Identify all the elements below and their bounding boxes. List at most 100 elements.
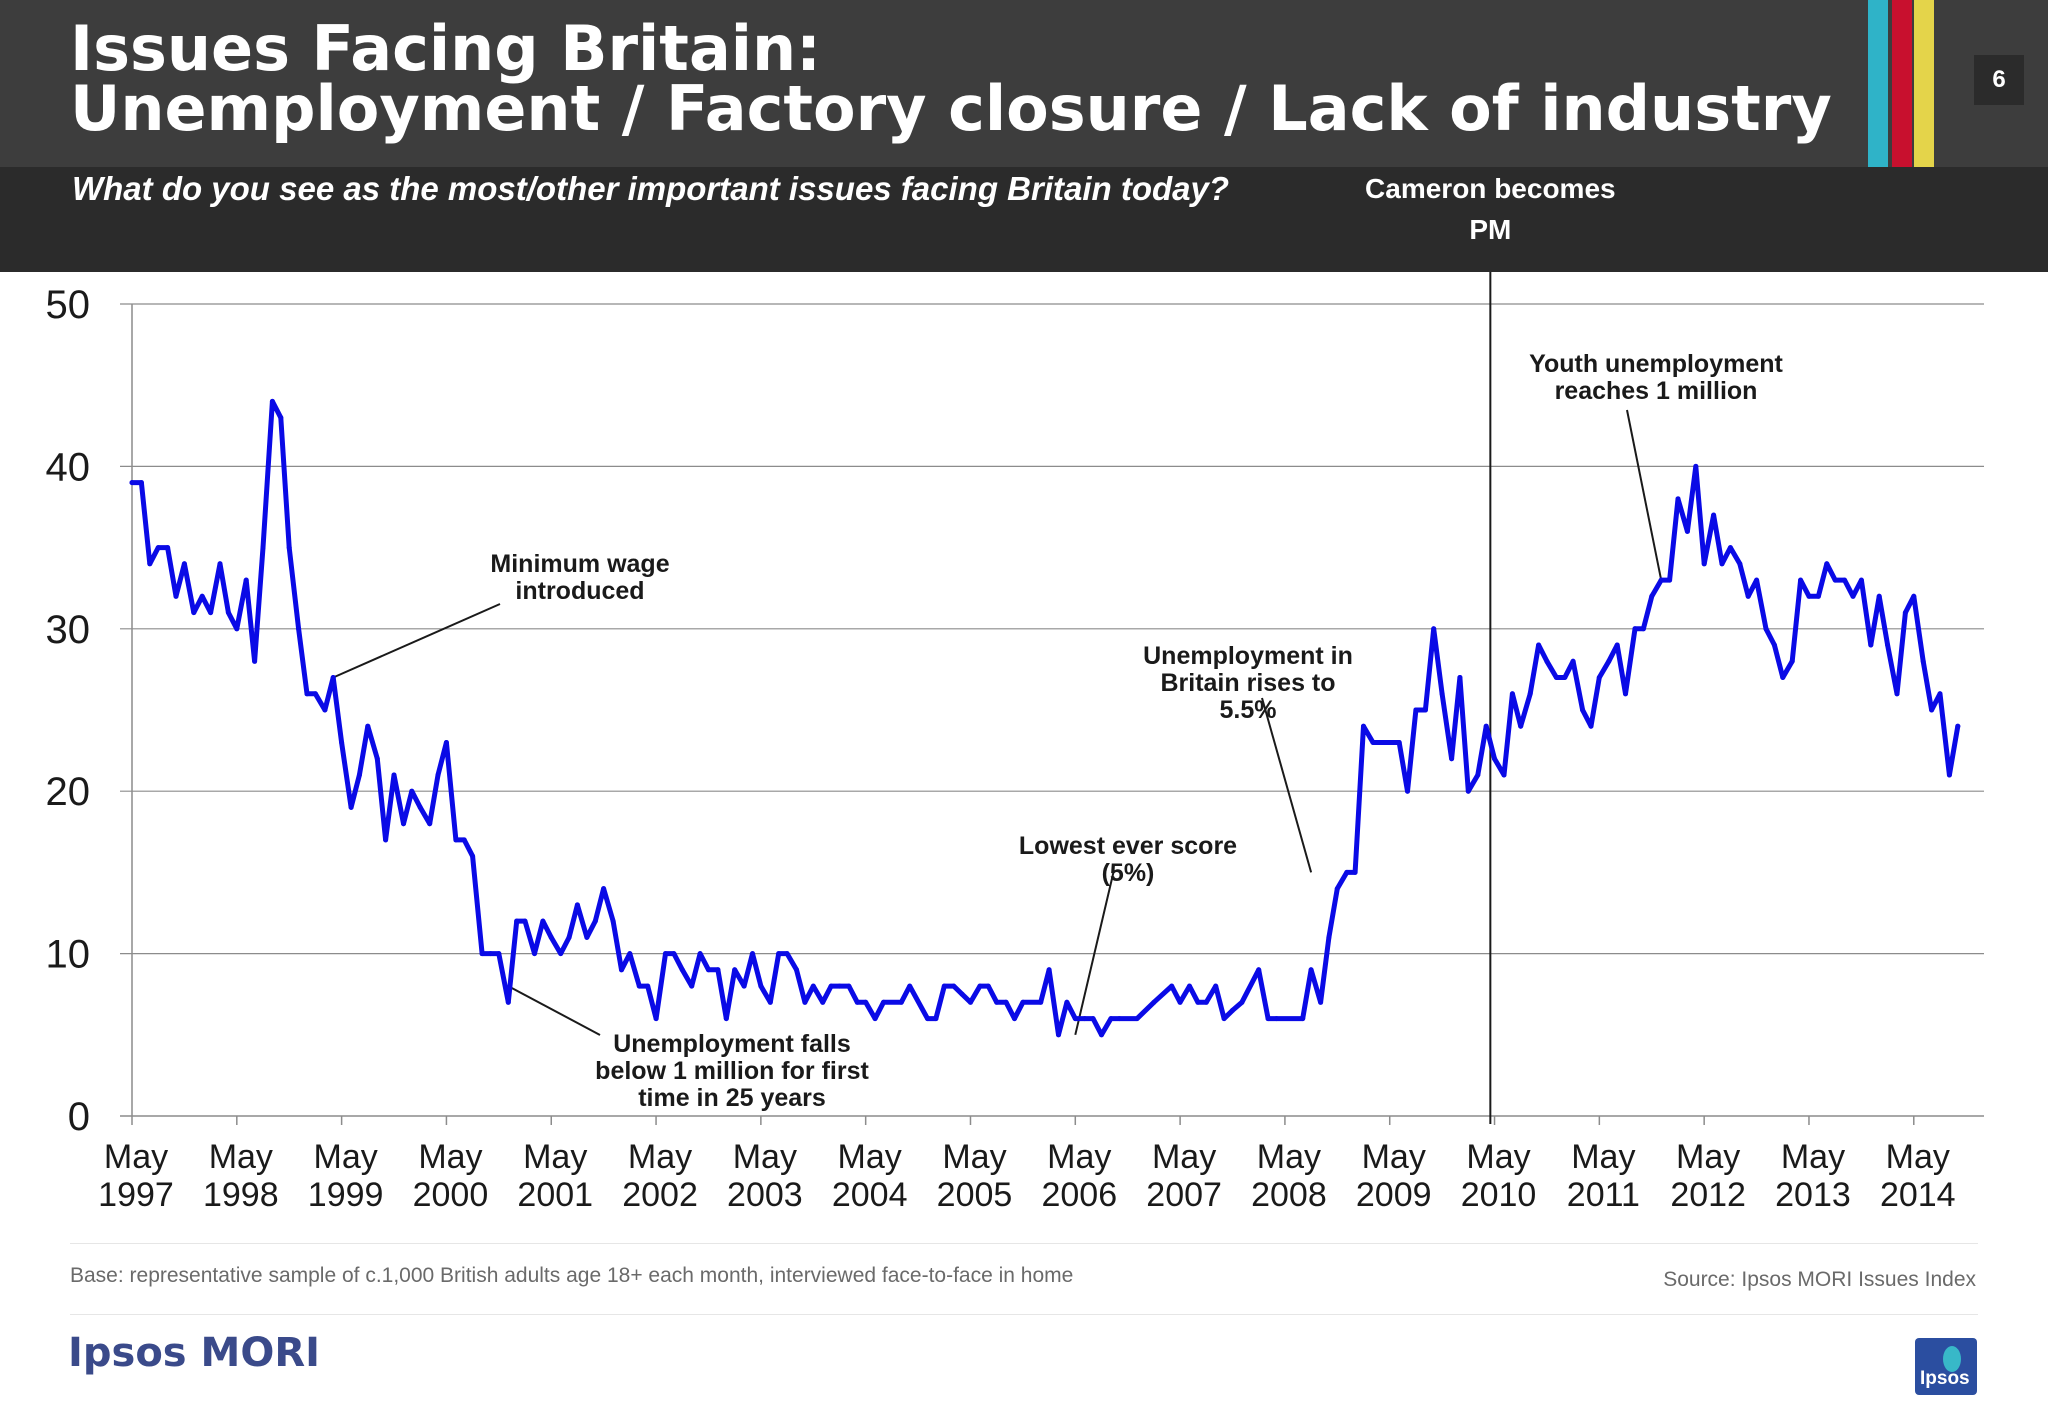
data-point: [1413, 707, 1419, 713]
data-point: [601, 886, 607, 892]
x-tick-label-month: May: [1676, 1138, 1740, 1176]
x-tick-label-month: May: [733, 1138, 797, 1176]
data-point: [496, 951, 502, 957]
y-tick-label: 0: [68, 1095, 90, 1139]
data-point: [872, 1016, 878, 1022]
x-tick-label-year: 2006: [1041, 1176, 1117, 1214]
data-point: [1082, 1016, 1088, 1022]
data-point: [1046, 967, 1052, 973]
data-point: [706, 967, 711, 973]
data-point: [532, 951, 537, 957]
annotation-text: introduced: [515, 577, 644, 605]
data-point: [898, 999, 904, 1005]
data-point: [401, 821, 406, 827]
annotation-text: Unemployment in: [1143, 642, 1353, 670]
x-tick-label-month: May: [1152, 1138, 1216, 1176]
ipsos-logo: Ipsos: [1915, 1338, 1977, 1395]
data-point: [1177, 999, 1183, 1005]
data-point: [1483, 723, 1489, 729]
data-point: [260, 545, 266, 551]
data-point: [374, 756, 380, 762]
y-tick-label: 20: [46, 770, 91, 814]
data-point: [417, 804, 423, 810]
data-point: [208, 610, 214, 616]
data-point: [802, 999, 808, 1005]
data-point: [767, 999, 773, 1005]
data-point: [348, 804, 354, 810]
data-point: [1239, 999, 1245, 1005]
data-point: [1405, 788, 1410, 794]
data-point: [243, 577, 249, 583]
data-point: [1274, 1016, 1279, 1022]
annotation-leader: [507, 985, 601, 1036]
data-point: [1789, 658, 1795, 664]
annotation-text: Youth unemployment: [1529, 350, 1783, 378]
data-point: [1850, 593, 1856, 599]
brand-logo-text: Ipsos MORI: [68, 1330, 321, 1376]
data-point: [1920, 658, 1926, 664]
data-point: [959, 991, 965, 997]
data-point: [776, 951, 782, 957]
data-point: [330, 675, 336, 680]
data-point: [1684, 528, 1690, 534]
data-point: [1134, 1016, 1140, 1022]
logo-text: Ipsos: [1920, 1368, 1970, 1389]
x-tick-label-year: 2003: [727, 1176, 803, 1214]
logo-mark: [1943, 1346, 1961, 1372]
data-point: [741, 983, 747, 989]
data-point: [312, 691, 318, 697]
data-point: [619, 967, 624, 973]
data-point: [488, 951, 493, 957]
data-point: [427, 821, 433, 827]
data-point: [1876, 593, 1882, 599]
x-tick-label-year: 2000: [413, 1176, 489, 1214]
data-point: [1842, 577, 1848, 583]
data-point: [1911, 593, 1917, 599]
data-point: [1475, 772, 1481, 778]
data-point: [689, 983, 695, 989]
x-tick-label-year: 2007: [1146, 1176, 1222, 1214]
annotation-leader: [1626, 409, 1663, 581]
data-point: [1195, 999, 1201, 1005]
x-tick-label-month: May: [209, 1138, 273, 1176]
data-point: [1012, 1016, 1017, 1022]
data-point: [1929, 707, 1935, 713]
data-point: [925, 1016, 930, 1022]
annotation-text: below 1 million for first: [595, 1057, 869, 1085]
data-point: [1562, 675, 1568, 680]
data-point: [296, 626, 302, 632]
data-point: [278, 415, 284, 421]
stripe-teal: [1868, 0, 1888, 167]
data-point: [1300, 1016, 1306, 1022]
data-point: [1151, 999, 1157, 1005]
data-point: [697, 951, 703, 957]
data-point: [191, 610, 197, 616]
data-point: [1203, 999, 1209, 1005]
base-note: Base: representative sample of c.1,000 B…: [70, 1264, 1074, 1287]
x-tick-label-year: 2001: [517, 1176, 593, 1214]
data-point: [1099, 1032, 1104, 1038]
x-tick-label-month: May: [1257, 1138, 1321, 1176]
data-point: [1422, 707, 1428, 713]
x-tick-label-month: May: [838, 1138, 902, 1176]
question-subtitle: What do you see as the most/other import…: [72, 170, 1230, 207]
data-point: [1518, 723, 1524, 729]
data-point: [1737, 561, 1743, 567]
data-point: [409, 788, 415, 794]
y-tick-label: 30: [46, 608, 91, 652]
page-title-line-1: Issues Facing Britain:: [70, 12, 821, 85]
data-point: [1640, 626, 1646, 632]
annotation-text: time in 25 years: [638, 1084, 826, 1112]
data-point: [1370, 740, 1376, 745]
data-point: [199, 593, 205, 599]
series-layer: [129, 398, 1961, 1038]
data-point: [1806, 593, 1812, 599]
data-point: [820, 999, 826, 1005]
data-point: [810, 983, 816, 989]
data-point: [129, 480, 135, 486]
data-point: [1894, 691, 1900, 697]
x-tick-label-year: 1998: [203, 1176, 279, 1214]
data-point: [461, 837, 467, 843]
x-tick-label-month: May: [418, 1138, 482, 1176]
data-point: [1815, 593, 1821, 599]
